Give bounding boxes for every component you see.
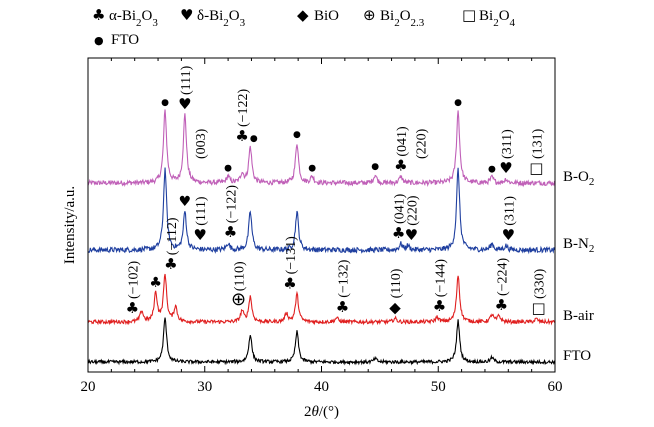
x-tick-label: 20 (81, 379, 96, 395)
x-tick-label: 30 (197, 379, 212, 395)
annotation-symbol: ♣ (126, 299, 139, 317)
peak-marker: ● (224, 164, 232, 174)
legend-symbol: ⊕ (363, 6, 376, 24)
series-label: B-O2 (563, 169, 594, 188)
peak-marker: ● (454, 98, 462, 108)
peak-annotation: (311) (500, 129, 515, 159)
plot-frame (87, 57, 556, 373)
peak-marker: ● (293, 130, 301, 140)
annotation-symbol: ♣ (433, 297, 446, 315)
legend-label: Bi2O2.3 (380, 8, 425, 29)
legend-symbol: ♥ (180, 6, 193, 24)
annotation-symbol: ♣ (392, 224, 405, 242)
legend-label: α-Bi2O3 (109, 8, 158, 29)
peak-annotation: (041) (395, 126, 410, 157)
annotation-symbol: ♥ (405, 226, 418, 244)
peak-annotation: (−144) (433, 259, 448, 298)
peak-marker: ♥ (179, 97, 192, 113)
annotation-symbol: ♣ (495, 296, 508, 314)
annotation-symbol: ◆ (389, 298, 401, 316)
series-label: B-air (563, 308, 594, 324)
peak-annotation: (−112) (165, 217, 180, 255)
annotation-symbol: ♣ (394, 157, 407, 175)
legend-symbol: ◆ (297, 6, 309, 24)
peak-annotation: (330) (533, 268, 548, 299)
series-line-3 (87, 317, 556, 366)
peak-annotation: (−122) (224, 185, 239, 224)
peak-marker: ● (488, 164, 496, 174)
annotation-symbol: □ (529, 159, 543, 177)
series-label: FTO (563, 348, 591, 364)
peak-annotation: (110) (233, 261, 248, 291)
legend-label: δ-Bi2O3 (197, 8, 246, 29)
annotation-symbol: ♣ (235, 127, 248, 145)
peak-annotation: (110) (389, 268, 404, 298)
peak-annotation: (131) (530, 128, 545, 159)
series-line-0 (87, 109, 556, 188)
peak-marker: ● (250, 134, 258, 144)
peak-marker: ● (161, 98, 169, 108)
peak-annotation: (−132) (337, 259, 352, 298)
annotation-symbol: ♥ (502, 226, 515, 244)
peak-annotation: (220) (405, 195, 420, 226)
y-axis-label: Intensity/a.u. (62, 186, 78, 264)
peak-annotation: (003) (194, 128, 209, 159)
annotation-symbol: ♣ (283, 274, 296, 292)
legend-label: Bi2O4 (479, 8, 516, 29)
peak-annotation: (−224) (495, 257, 510, 296)
annotation-symbol: ♣ (164, 255, 177, 273)
peak-annotation: (311) (502, 196, 517, 226)
legend-symbol: □ (462, 6, 476, 24)
legend: ♣ α-Bi2O3 ♥ δ-Bi2O3 ◆ BiO ⊕ Bi2O2.3 □ Bi2O4 ● FTO (92, 6, 516, 48)
peak-annotation: (−122) (236, 88, 251, 127)
series-line-2 (87, 273, 556, 326)
series-line-1 (87, 167, 556, 255)
legend-label: FTO (111, 32, 139, 48)
peak-marker: ● (308, 164, 316, 174)
peak-annotation: (111) (179, 65, 194, 95)
peak-marker: ♣ (149, 275, 162, 291)
peak-annotation: (111) (194, 196, 209, 226)
legend-label: BiO (314, 8, 339, 24)
x-tick-label: 40 (314, 379, 329, 395)
x-tick-label: 60 (548, 379, 563, 395)
annotation-symbol: ♥ (499, 159, 512, 177)
peak-annotation: (−131) (284, 236, 299, 275)
peak-marker: ♥ (179, 194, 192, 210)
x-axis-label: 2θ/(°) (304, 404, 339, 420)
peak-annotation: (220) (415, 128, 430, 159)
annotation-symbol: ♥ (193, 226, 206, 244)
annotation-symbol: ♣ (224, 223, 237, 241)
peak-marker: ● (371, 162, 379, 172)
annotation-symbol: □ (532, 299, 546, 317)
peak-annotation: (−102) (126, 260, 141, 299)
axes: 20 30 40 50 60 2θ/(°) Intensity/a.u. (62, 57, 563, 420)
peak-annotation: (041) (393, 193, 408, 224)
annotation-symbol: ♣ (336, 298, 349, 316)
annotation-symbol: ⊕ (231, 289, 246, 310)
annotation-symbol: ♥ (178, 95, 191, 113)
x-tick-label: 50 (431, 379, 446, 395)
legend-symbol: ● (94, 34, 104, 47)
legend-symbol: ♣ (92, 6, 105, 24)
series-label: B-N2 (563, 236, 594, 255)
